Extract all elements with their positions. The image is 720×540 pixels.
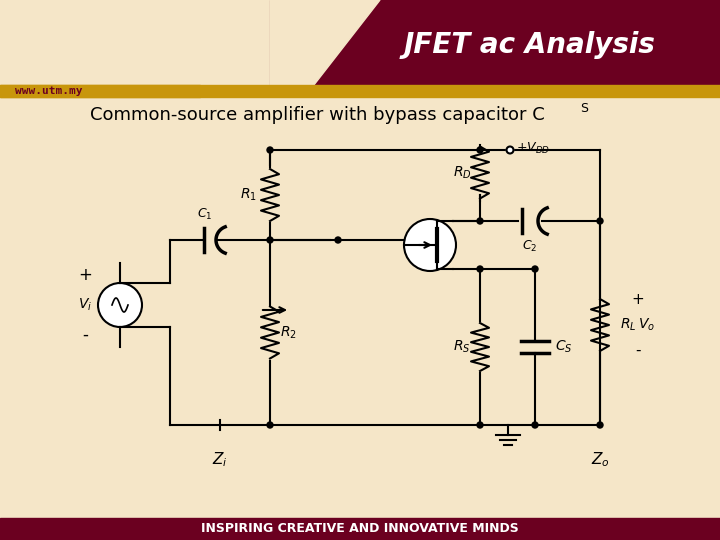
Circle shape bbox=[597, 422, 603, 428]
Bar bbox=[0, 85, 720, 97]
Circle shape bbox=[506, 146, 513, 153]
Circle shape bbox=[267, 147, 273, 153]
Circle shape bbox=[267, 422, 273, 428]
Text: S: S bbox=[580, 102, 588, 115]
Circle shape bbox=[404, 219, 456, 271]
Text: JFET ac Analysis: JFET ac Analysis bbox=[404, 31, 656, 59]
Text: $Z_i$: $Z_i$ bbox=[212, 451, 228, 469]
Circle shape bbox=[532, 422, 538, 428]
Bar bbox=[0, 518, 720, 540]
Text: $R_D$: $R_D$ bbox=[453, 164, 472, 181]
Text: $V_o$: $V_o$ bbox=[638, 317, 655, 333]
Text: $R_S$: $R_S$ bbox=[454, 339, 471, 355]
Text: $R_1$: $R_1$ bbox=[240, 187, 256, 203]
Circle shape bbox=[477, 218, 483, 224]
Text: $V_i$: $V_i$ bbox=[78, 297, 92, 313]
Circle shape bbox=[477, 266, 483, 272]
Polygon shape bbox=[270, 0, 380, 90]
Circle shape bbox=[98, 283, 142, 327]
Text: -: - bbox=[82, 326, 88, 344]
Bar bbox=[0, 85, 200, 97]
Text: Common-source amplifier with bypass capacitor C: Common-source amplifier with bypass capa… bbox=[90, 106, 545, 124]
Text: -: - bbox=[635, 342, 641, 357]
Bar bbox=[0, 0, 720, 90]
Circle shape bbox=[597, 218, 603, 224]
Circle shape bbox=[267, 237, 273, 243]
Circle shape bbox=[477, 422, 483, 428]
Circle shape bbox=[532, 266, 538, 272]
Text: $C_S$: $C_S$ bbox=[555, 339, 572, 355]
Text: $R_2$: $R_2$ bbox=[279, 325, 297, 341]
Text: www.utm.my: www.utm.my bbox=[15, 86, 83, 96]
Polygon shape bbox=[270, 0, 720, 90]
Text: $C_1$: $C_1$ bbox=[197, 207, 212, 222]
Circle shape bbox=[335, 237, 341, 243]
Text: INSPIRING CREATIVE AND INNOVATIVE MINDS: INSPIRING CREATIVE AND INNOVATIVE MINDS bbox=[201, 523, 519, 536]
Text: $R_L$: $R_L$ bbox=[620, 317, 636, 333]
Text: $C_2$: $C_2$ bbox=[522, 239, 538, 254]
Text: $Z_o$: $Z_o$ bbox=[590, 451, 609, 469]
Text: $+V_{DD}$: $+V_{DD}$ bbox=[516, 140, 550, 156]
Text: +: + bbox=[78, 266, 92, 284]
Text: +: + bbox=[631, 293, 644, 307]
Circle shape bbox=[477, 147, 483, 153]
